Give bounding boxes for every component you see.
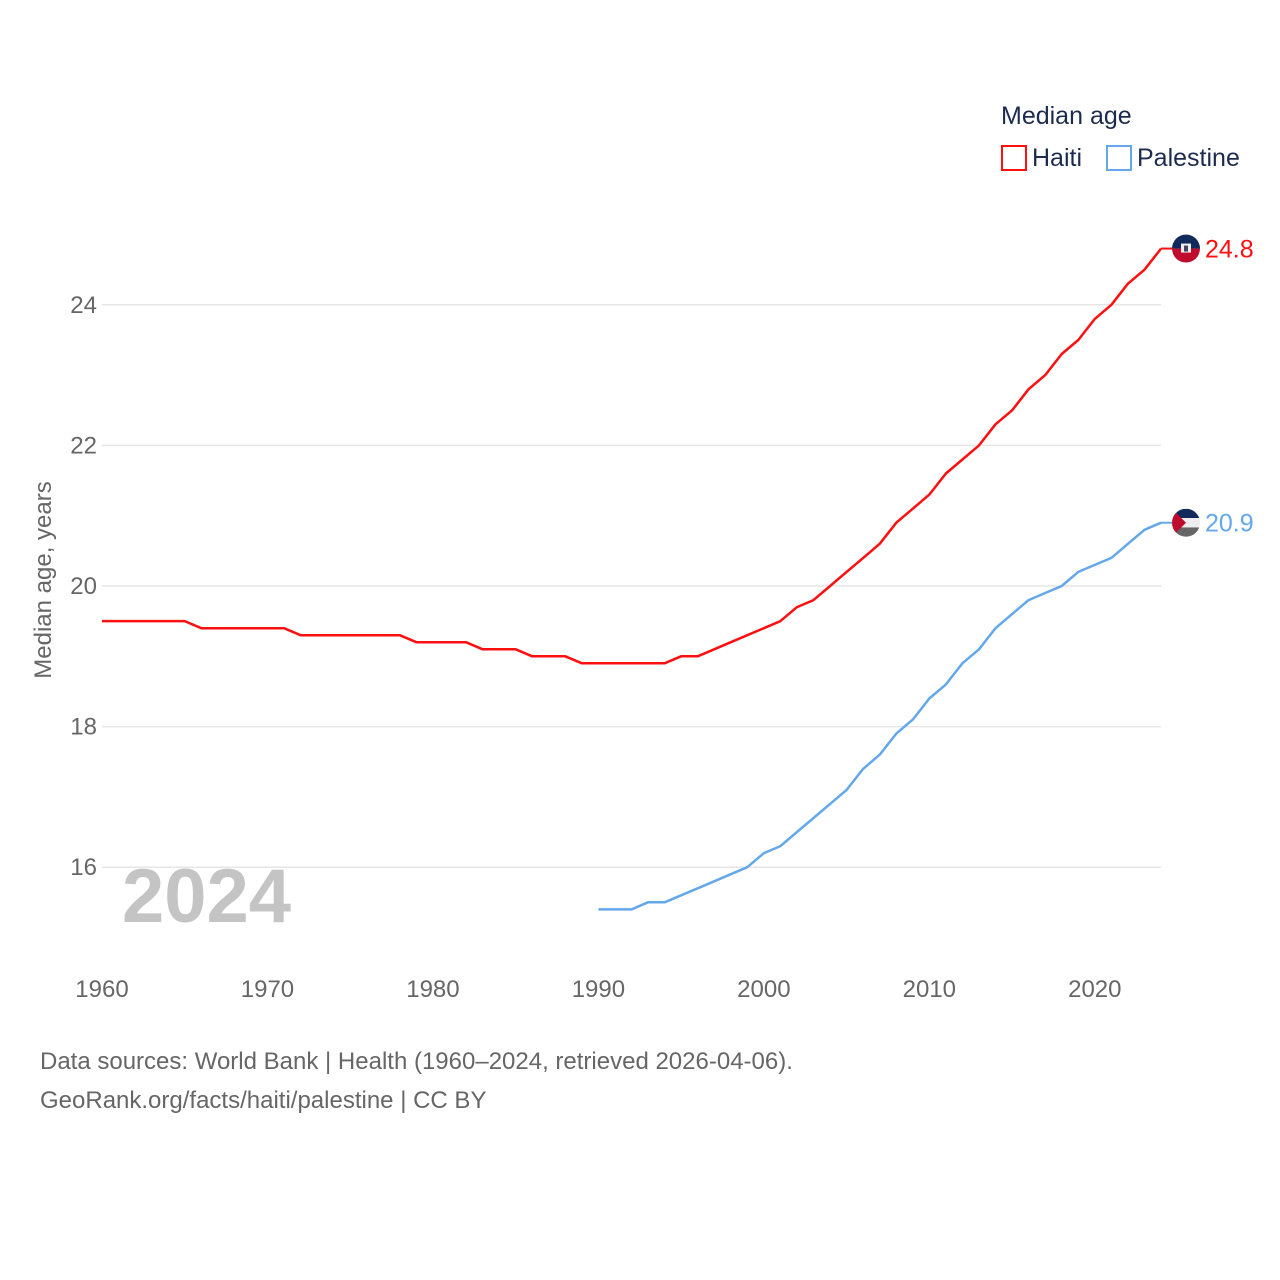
x-tick-label: 2000 (737, 976, 790, 1003)
flag-stripe (1172, 234, 1200, 249)
y-tick-label: 18 (70, 714, 97, 741)
x-tick-label: 1980 (406, 976, 459, 1003)
series-lines (102, 247, 1162, 911)
flag-stripe (1172, 248, 1200, 263)
footer-sources: Data sources: World Bank | Health (1960–… (40, 1048, 793, 1075)
legend-item-palestine[interactable]: Palestine (1106, 144, 1240, 172)
legend-title: Median age (1001, 102, 1132, 130)
palestine-flag-icon (1172, 508, 1200, 537)
x-tick-label: 1990 (572, 976, 625, 1003)
y-tick-label: 20 (70, 573, 97, 600)
x-tick-label: 1960 (75, 976, 128, 1003)
series-line-palestine (598, 521, 1162, 911)
y-tick-label: 22 (70, 432, 97, 459)
flag-body (1172, 508, 1200, 537)
end-value-label-palestine: 20.9 (1205, 510, 1254, 538)
series-end-markers: 24.8 20.9 (1161, 234, 1254, 538)
flag-stripe (1172, 527, 1200, 537)
x-axis-ticks: 1960 1970 1980 1990 2000 2010 2020 (75, 976, 1121, 1003)
series-line-haiti (102, 247, 1162, 665)
legend-swatch-haiti (1001, 145, 1027, 171)
legend-label-palestine: Palestine (1137, 144, 1240, 172)
footer-link[interactable]: GeoRank.org/facts/haiti/palestine | CC B… (40, 1087, 486, 1114)
legend: Median age Haiti Palestine (1001, 102, 1240, 172)
x-tick-label: 2010 (903, 976, 956, 1003)
flag-emblem (1184, 245, 1188, 252)
haiti-flag-icon (1172, 234, 1200, 263)
flag-stripe (1172, 518, 1200, 528)
y-tick-label: 24 (70, 292, 97, 319)
legend-item-haiti[interactable]: Haiti (1001, 144, 1082, 172)
year-watermark: 2024 (122, 854, 291, 939)
y-axis-ticks: 16 18 20 22 24 (70, 292, 97, 881)
y-axis-label: Median age, years (30, 481, 57, 678)
flag-body (1172, 234, 1200, 263)
x-tick-label: 1970 (241, 976, 294, 1003)
gridlines (102, 304, 1161, 868)
x-tick-label: 2020 (1068, 976, 1121, 1003)
legend-swatch-palestine (1106, 145, 1132, 171)
flag-stripe (1172, 508, 1200, 519)
legend-label-haiti: Haiti (1032, 144, 1082, 172)
flag-triangle (1172, 508, 1186, 537)
y-tick-label: 16 (70, 854, 97, 881)
end-value-label-haiti: 24.8 (1205, 236, 1254, 264)
